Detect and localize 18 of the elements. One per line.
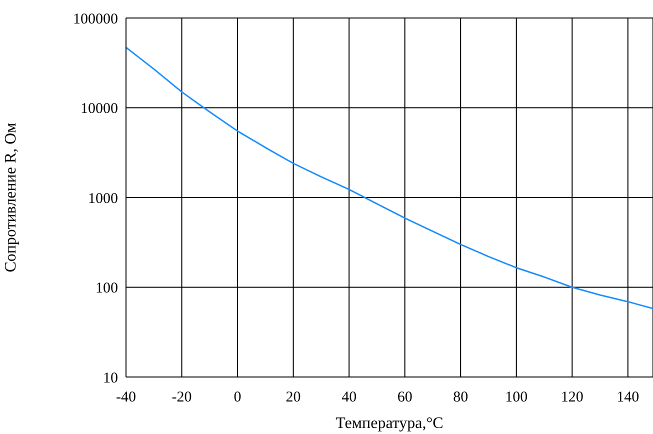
x-tick-label: 40	[342, 390, 357, 406]
x-tick-label: 0	[234, 390, 242, 406]
x-tick-label: -20	[172, 390, 192, 406]
x-tick-label: 120	[560, 390, 584, 406]
y-tick-label: 100	[96, 280, 118, 297]
x-tick-label: -40	[116, 390, 136, 406]
line-series	[126, 46, 653, 310]
x-tick-label: 100	[505, 390, 528, 406]
y-tick-label: 10000	[80, 101, 118, 118]
y-axis-title: Сопротивление R, Ом	[2, 122, 20, 272]
y-tick-label: 10	[103, 370, 118, 386]
x-tick-label: 20	[286, 390, 301, 406]
x-tick-label: 140	[616, 390, 640, 406]
x-tick-label: 60	[397, 390, 412, 406]
y-tick-label: 100000	[73, 11, 118, 28]
x-tick-label: 80	[453, 390, 468, 406]
x-axis-title: Температура,°С	[336, 415, 444, 432]
y-tick-label: 1000	[88, 190, 118, 207]
